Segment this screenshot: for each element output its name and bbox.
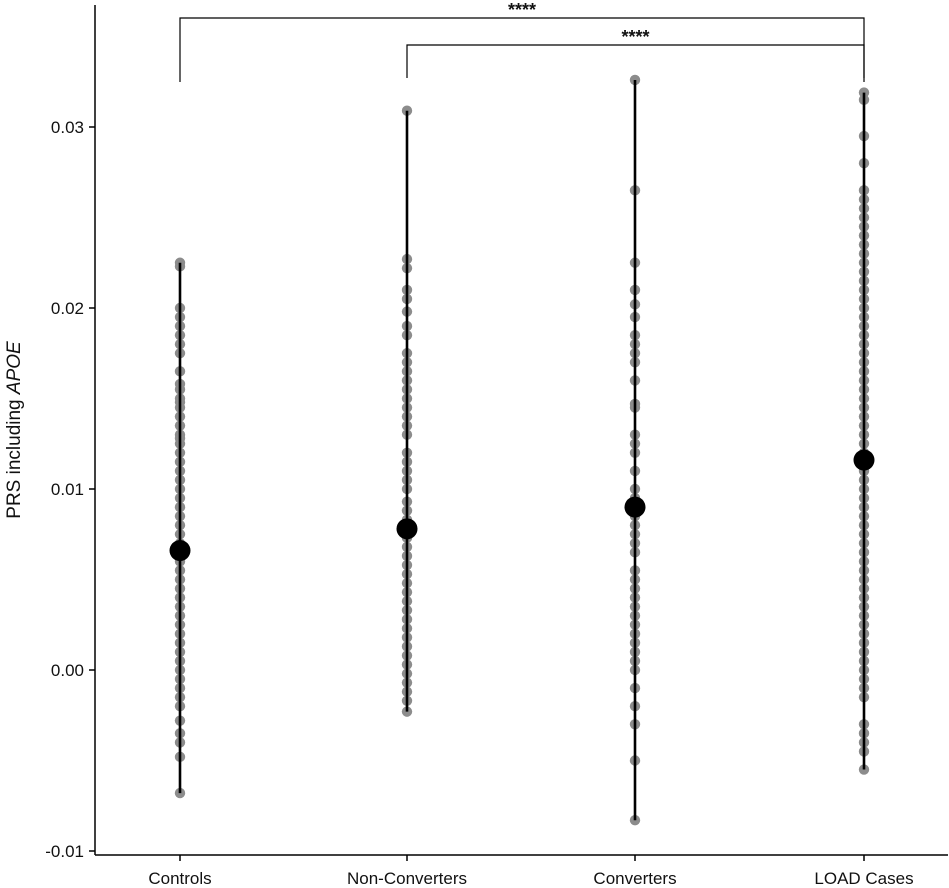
- y-tick-label: 0.02: [51, 299, 84, 318]
- significance-bracket: ****: [179, 0, 865, 82]
- significance-label: ****: [621, 27, 649, 47]
- bracket-line: [179, 17, 865, 82]
- plot-area: [169, 74, 875, 826]
- y-tick-label: 0.01: [51, 480, 84, 499]
- mean-point: [624, 496, 646, 518]
- mean-point: [396, 518, 418, 540]
- group-non-converters: [396, 105, 418, 717]
- y-tick-label: 0.00: [51, 661, 84, 680]
- x-tick-label: Controls: [148, 869, 211, 888]
- mean-point: [169, 540, 191, 562]
- group-load-cases: [853, 87, 875, 775]
- group-converters: [624, 74, 646, 826]
- y-axis-ticks: -0.01 0.00 0.01 0.02 0.03: [45, 118, 95, 861]
- bracket-line: [406, 44, 865, 78]
- axes: [94, 5, 948, 856]
- significance-label: ****: [508, 0, 536, 20]
- y-axis-title-italic: APOE: [4, 341, 25, 395]
- x-tick-label: LOAD Cases: [814, 869, 913, 888]
- y-tick-label: 0.03: [51, 118, 84, 137]
- y-tick-label: -0.01: [45, 842, 84, 861]
- significance-bracket: ****: [406, 27, 865, 78]
- y-axis-title: PRS including APOE: [4, 341, 25, 519]
- mean-point: [853, 449, 875, 471]
- x-tick-label: Non-Converters: [347, 869, 467, 888]
- significance-annotations: **** ****: [179, 0, 865, 82]
- y-axis-title-prefix: PRS including: [4, 394, 25, 519]
- group-controls: [169, 257, 191, 799]
- x-axis-ticks: Controls Non-Converters Converters LOAD Cas…: [148, 855, 914, 888]
- x-tick-label: Converters: [593, 869, 676, 888]
